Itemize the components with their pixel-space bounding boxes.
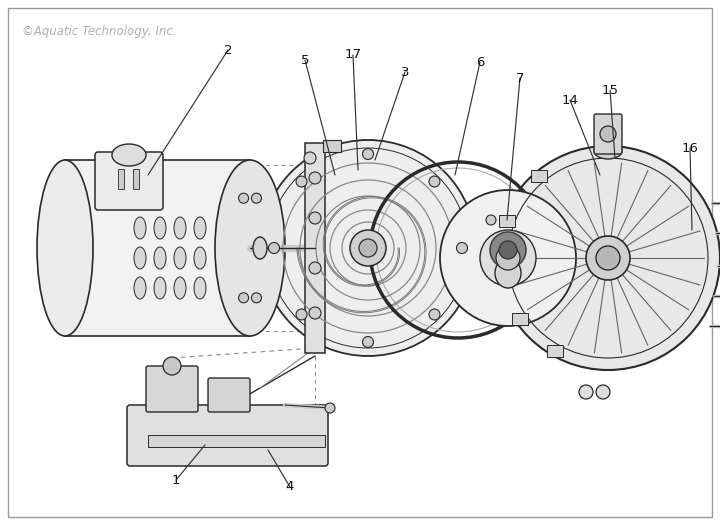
FancyBboxPatch shape (594, 114, 622, 154)
Text: 7: 7 (516, 71, 524, 85)
Ellipse shape (495, 258, 521, 288)
Text: 1: 1 (172, 474, 180, 487)
FancyBboxPatch shape (95, 152, 163, 210)
Ellipse shape (154, 277, 166, 299)
Circle shape (304, 152, 316, 164)
Bar (148, 435, 325, 447)
Ellipse shape (194, 277, 206, 299)
Circle shape (480, 230, 536, 286)
Ellipse shape (215, 160, 285, 336)
Circle shape (496, 246, 520, 270)
Circle shape (362, 149, 374, 160)
Circle shape (359, 239, 377, 257)
Bar (133, 169, 139, 189)
Ellipse shape (134, 277, 146, 299)
Text: ©Aquatic Technology, Inc.: ©Aquatic Technology, Inc. (22, 26, 176, 38)
Ellipse shape (134, 247, 146, 269)
Circle shape (260, 140, 476, 356)
Text: 3: 3 (401, 66, 409, 79)
Bar (65, 160, 250, 336)
Bar (546, 345, 562, 356)
Ellipse shape (112, 144, 146, 166)
Circle shape (600, 126, 616, 142)
Ellipse shape (174, 247, 186, 269)
Text: 2: 2 (224, 44, 233, 57)
Ellipse shape (134, 217, 146, 239)
Bar (495, 270, 510, 282)
Bar (531, 170, 547, 182)
Text: 14: 14 (562, 93, 578, 107)
Ellipse shape (594, 143, 622, 159)
Ellipse shape (154, 217, 166, 239)
Text: 5: 5 (301, 54, 310, 67)
Circle shape (579, 385, 593, 399)
Circle shape (238, 293, 248, 303)
Circle shape (325, 403, 335, 413)
Circle shape (429, 309, 440, 320)
Text: 6: 6 (476, 56, 484, 68)
Circle shape (499, 241, 517, 259)
Circle shape (296, 309, 307, 320)
FancyBboxPatch shape (208, 378, 250, 412)
FancyBboxPatch shape (146, 366, 198, 412)
Circle shape (350, 230, 386, 266)
FancyBboxPatch shape (127, 405, 328, 466)
Ellipse shape (174, 217, 186, 239)
Text: 16: 16 (682, 142, 698, 154)
Ellipse shape (194, 247, 206, 269)
Circle shape (309, 262, 321, 274)
Circle shape (251, 293, 261, 303)
Bar (323, 140, 341, 152)
Circle shape (309, 307, 321, 319)
Circle shape (486, 215, 496, 225)
Circle shape (309, 212, 321, 224)
Bar (305, 143, 325, 353)
Circle shape (456, 243, 467, 254)
Circle shape (238, 193, 248, 203)
Circle shape (586, 236, 630, 280)
Circle shape (596, 385, 610, 399)
Circle shape (596, 246, 620, 270)
Circle shape (496, 146, 720, 370)
Text: 4: 4 (286, 480, 294, 493)
Ellipse shape (253, 237, 267, 259)
Circle shape (163, 357, 181, 375)
Circle shape (362, 337, 374, 348)
Text: 15: 15 (601, 83, 618, 97)
Ellipse shape (154, 247, 166, 269)
Bar (500, 215, 516, 227)
Circle shape (440, 190, 576, 326)
Circle shape (251, 193, 261, 203)
Circle shape (309, 172, 321, 184)
Circle shape (269, 243, 279, 254)
Bar (118, 169, 124, 189)
Text: 17: 17 (344, 48, 361, 61)
Ellipse shape (174, 277, 186, 299)
Bar (513, 313, 528, 326)
Circle shape (429, 176, 440, 187)
Circle shape (296, 176, 307, 187)
Circle shape (490, 232, 526, 268)
Ellipse shape (194, 217, 206, 239)
Ellipse shape (37, 160, 93, 336)
